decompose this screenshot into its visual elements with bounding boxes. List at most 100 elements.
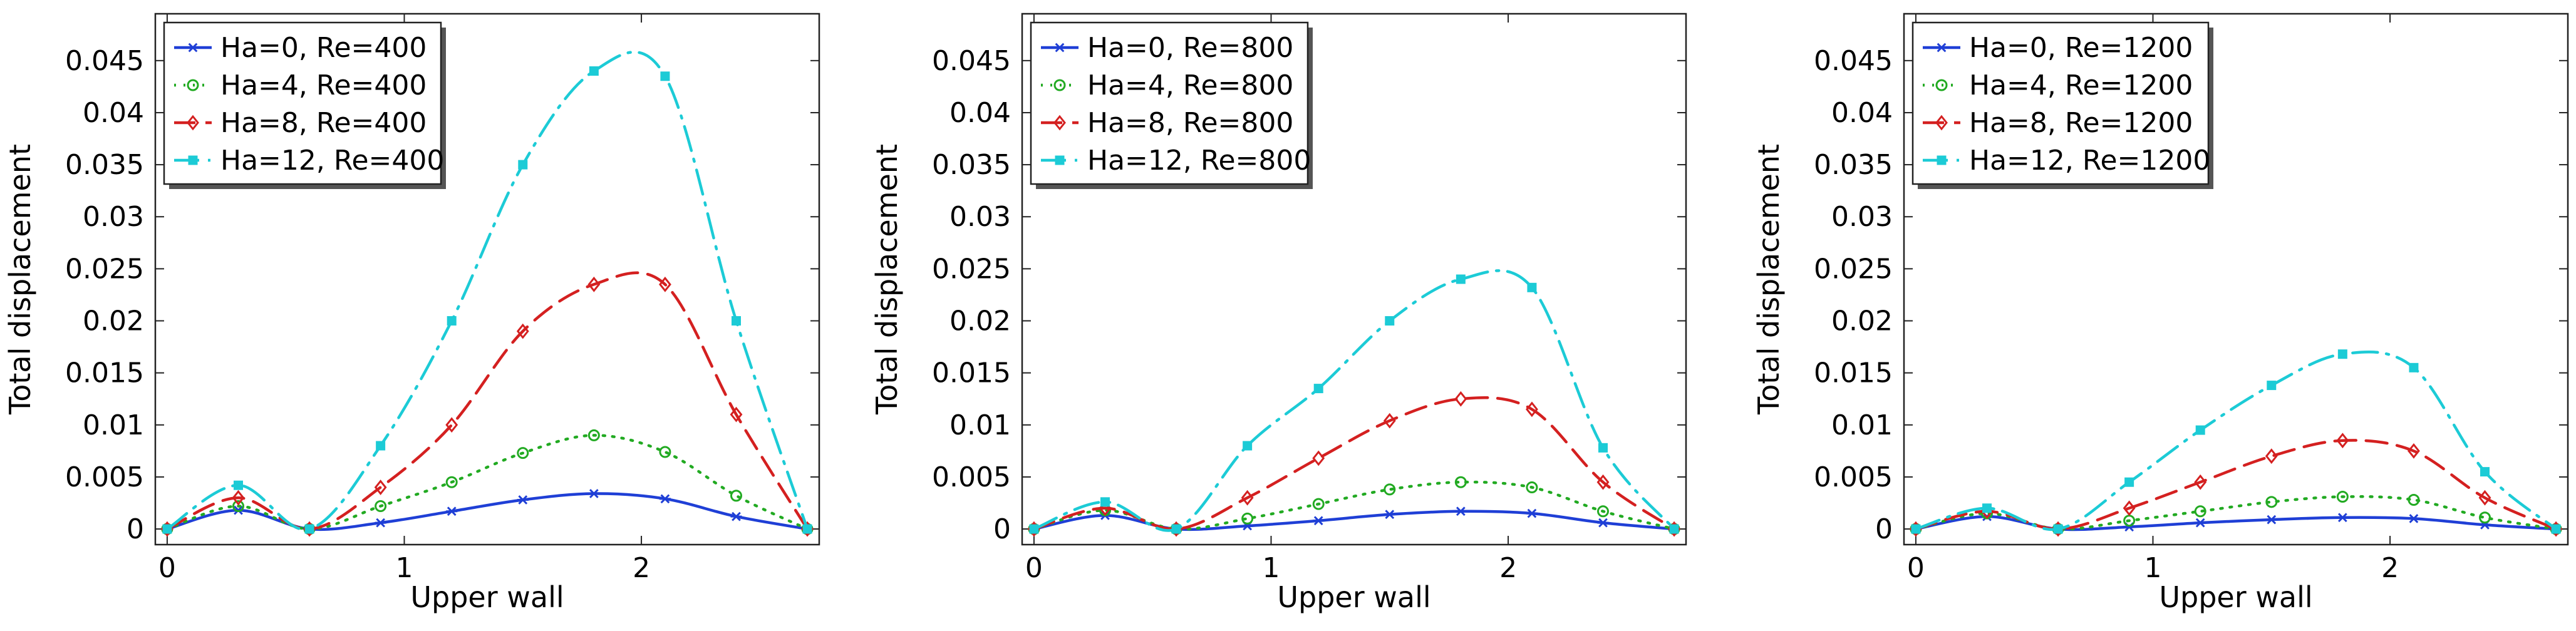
data-point: [1312, 498, 1325, 510]
data-point: [660, 71, 670, 81]
data-point: [802, 524, 812, 534]
marker-stroke: [2337, 513, 2347, 523]
legend-label: Ha=0, Re=800: [1087, 32, 1293, 64]
x-tick-label: 0: [1907, 552, 1925, 584]
x-tick-label: 0: [1025, 552, 1043, 584]
y-tick-label: 0.025: [1814, 253, 1893, 285]
data-point: [374, 480, 387, 495]
legend-label: Ha=4, Re=800: [1087, 69, 1293, 101]
x-axis-label: Upper wall: [410, 580, 564, 614]
y-tick-label: 0.005: [932, 461, 1011, 493]
legend-item: Ha=0, Re=400: [174, 32, 427, 64]
data-point: [1312, 450, 1325, 466]
data-point: [2267, 381, 2277, 391]
marker-stroke: [1055, 43, 1065, 53]
data-point: [517, 495, 529, 505]
legend-marker: [187, 43, 199, 53]
legend-marker: [1937, 155, 1947, 165]
legend-label: Ha=12, Re=800: [1087, 145, 1311, 177]
data-point: [1454, 476, 1467, 488]
legend-label: Ha=8, Re=800: [1087, 107, 1293, 139]
data-point: [304, 524, 314, 534]
x-axis-label: Upper wall: [2159, 580, 2312, 614]
y-tick-label: 0.045: [932, 45, 1011, 77]
legend: Ha=0, Re=800 Ha=4, Re=800 Ha=8, Re=800 Ha=1…: [1030, 21, 1313, 189]
legend-marker: [1053, 115, 1066, 131]
series-line: [1032, 269, 1676, 532]
data-point: [1527, 282, 1537, 292]
y-tick-label: 0.03: [949, 201, 1011, 233]
data-point: [2408, 494, 2420, 506]
legend-label: Ha=8, Re=1200: [1969, 107, 2193, 139]
x-tick-label: 2: [1499, 552, 1517, 584]
legend-marker: [1936, 43, 1947, 53]
y-tick-label: 0.035: [1814, 149, 1893, 181]
y-tick-label: 0.035: [65, 149, 144, 181]
data-point: [2053, 524, 2063, 534]
marker-stroke: [188, 43, 198, 53]
y-tick-label: 0: [1875, 513, 1893, 545]
y-tick-label: 0.02: [1831, 305, 1893, 337]
y-tick-label: 0.02: [83, 305, 144, 337]
data-point: [1526, 481, 1538, 494]
chart-panel-2: 0 1 2 0 0.005 0.01 0.015 0.02 0.025 0.03 0.035 0.04…: [870, 13, 1687, 614]
y-tick-label: 0.005: [1814, 461, 1893, 493]
legend-label: Ha=4, Re=400: [220, 69, 427, 101]
data-point: [2337, 513, 2349, 523]
data-point: [376, 441, 386, 451]
series-line: [165, 492, 809, 531]
data-point: [2336, 433, 2349, 449]
marker-stroke: [518, 495, 528, 505]
chart-panel-1: 0 1 2 0 0.005 0.01 0.015 0.02 0.025 0.03 0.035 0.04…: [3, 13, 820, 614]
series-4: [1029, 269, 1679, 534]
data-point: [2194, 505, 2206, 518]
legend-marker: [1935, 79, 1948, 91]
data-point: [2336, 491, 2349, 503]
data-point: [1455, 506, 1467, 516]
data-point: [589, 66, 599, 76]
data-point: [1313, 384, 1323, 394]
series-line: [165, 50, 809, 531]
data-point: [587, 429, 600, 441]
data-point: [1911, 524, 1921, 534]
legend-label: Ha=0, Re=1200: [1969, 32, 2193, 64]
data-point: [2480, 467, 2490, 477]
marker-stroke: [1456, 506, 1466, 516]
y-tick-label: 0.04: [83, 97, 144, 129]
data-point: [234, 480, 243, 490]
data-point: [2337, 349, 2347, 359]
marker-stroke: [1598, 518, 1608, 528]
x-tick-label: 2: [633, 552, 650, 584]
y-tick-label: 0.02: [949, 305, 1011, 337]
data-point: [375, 500, 387, 512]
legend-label: Ha=8, Re=400: [220, 107, 427, 139]
data-point: [1982, 503, 1992, 513]
legend-marker: [187, 79, 199, 91]
data-point: [1598, 443, 1608, 453]
legend: Ha=0, Re=1200 Ha=4, Re=1200 Ha=8, Re=1200 H…: [1911, 21, 2213, 189]
data-point: [1171, 524, 1181, 534]
data-point: [730, 511, 742, 521]
data-point: [1456, 274, 1466, 284]
x-tick-label: 2: [2381, 552, 2399, 584]
chart-panel-3: 0 1 2 0 0.005 0.01 0.015 0.02 0.025 0.03 0.035 0.04…: [1752, 13, 2569, 614]
data-point: [659, 494, 671, 504]
legend-box: [1911, 21, 2210, 185]
data-point: [659, 276, 671, 292]
data-point: [446, 506, 458, 516]
data-point: [1597, 505, 1609, 518]
data-point: [2265, 448, 2278, 464]
legend-item: Ha=0, Re=800: [1041, 32, 1293, 64]
marker-stroke: [732, 511, 741, 521]
y-tick-label: 0.045: [1814, 45, 1893, 77]
data-point: [2124, 477, 2134, 487]
legend-item: Ha=4, Re=400: [174, 69, 427, 101]
data-point: [730, 406, 743, 423]
x-axis-label: Upper wall: [1277, 580, 1430, 614]
data-point: [732, 316, 741, 326]
data-point: [518, 160, 528, 170]
data-point: [2408, 514, 2419, 523]
data-point: [1241, 490, 1254, 506]
marker-stroke: [447, 506, 457, 516]
